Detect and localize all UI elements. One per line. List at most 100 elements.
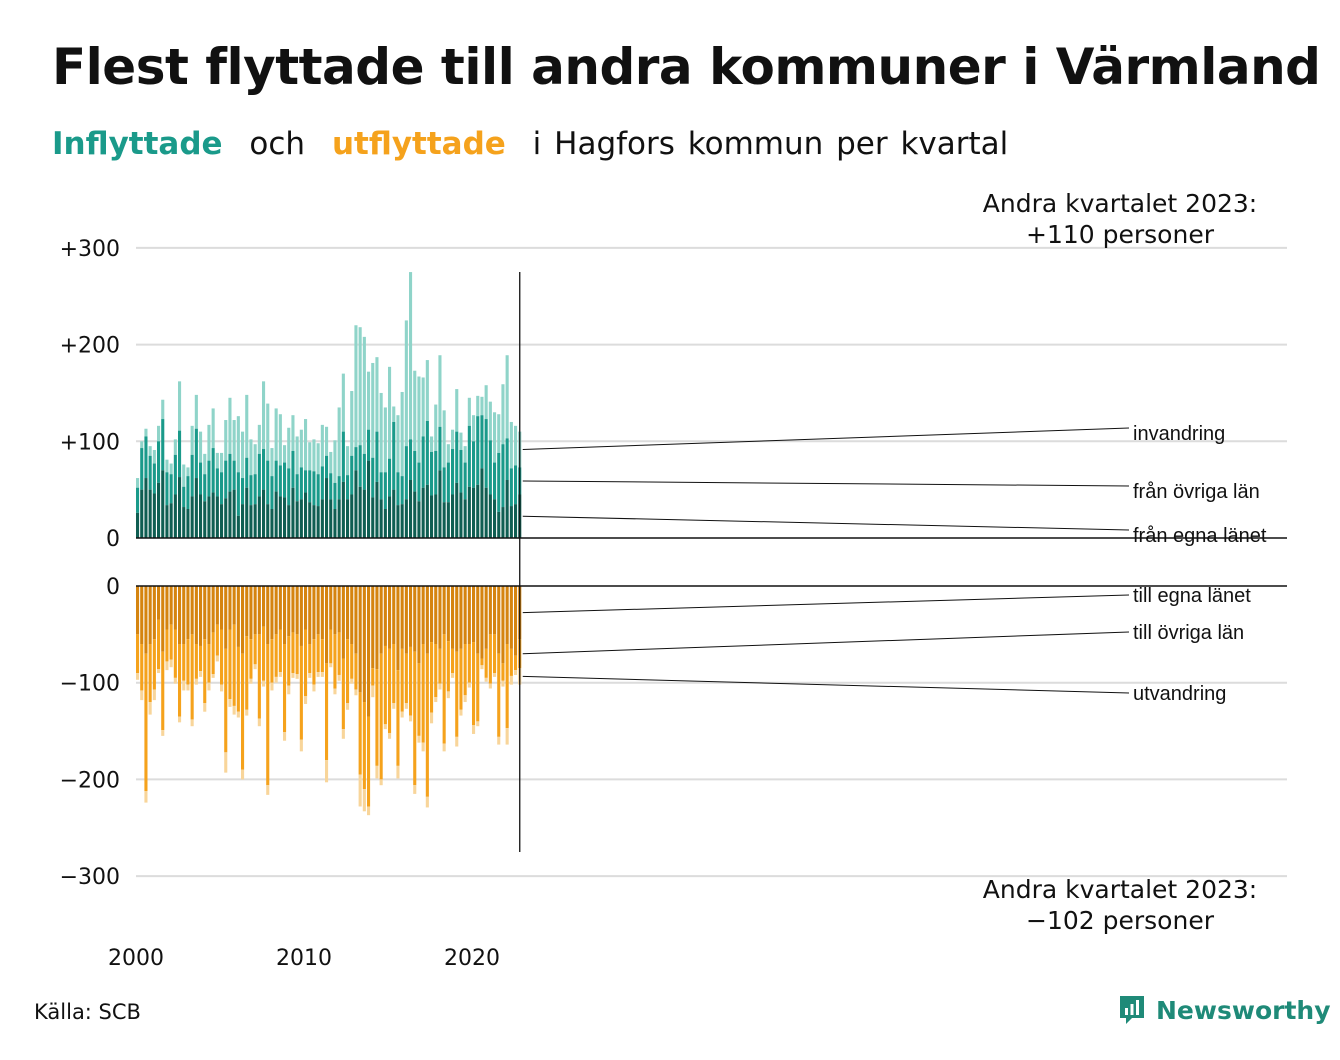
bar-outflow-own-county	[295, 586, 299, 635]
bar-outflow-own-county	[304, 586, 308, 630]
bar-inflow-other-counties	[203, 474, 207, 502]
bar-outflow-emigration	[480, 665, 484, 670]
bar-outflow-other-counties	[392, 644, 396, 704]
x-tick-label: 2010	[276, 946, 332, 971]
bar-outflow-own-county	[308, 586, 312, 645]
bar-outflow-own-county	[446, 586, 450, 642]
bar-inflow-own-county	[136, 512, 140, 538]
bar-outflow-other-counties	[480, 658, 484, 666]
bar-inflow-other-counties	[224, 460, 228, 499]
bar-inflow-abroad	[409, 272, 413, 440]
bar-inflow-abroad	[430, 436, 434, 452]
bar-outflow-emigration	[367, 806, 371, 816]
bar-inflow-other-counties	[249, 475, 253, 506]
bar-outflow-emigration	[186, 684, 190, 691]
bar-outflow-emigration	[136, 673, 140, 680]
bar-inflow-own-county	[455, 482, 459, 538]
bar-outflow-own-county	[203, 586, 207, 640]
bar-outflow-other-counties	[241, 653, 245, 770]
bar-outflow-other-counties	[509, 648, 513, 676]
bar-outflow-other-counties	[270, 639, 274, 683]
bar-outflow-other-counties	[337, 632, 341, 675]
bar-outflow-emigration	[333, 688, 337, 695]
bar-inflow-other-counties	[329, 473, 333, 500]
bar-outflow-own-county	[476, 586, 480, 654]
bar-outflow-own-county	[459, 586, 463, 649]
bar-outflow-own-county	[157, 586, 161, 620]
bar-outflow-emigration	[245, 709, 249, 716]
bar-inflow-other-counties	[346, 475, 350, 500]
bar-outflow-other-counties	[253, 634, 257, 665]
series-label-inflow: från egna länet	[1133, 525, 1267, 547]
y-tick-label-bottom: −100	[60, 672, 120, 697]
bar-outflow-other-counties	[463, 644, 467, 696]
bar-inflow-own-county	[207, 496, 211, 538]
bar-outflow-own-county	[283, 586, 287, 645]
bar-outflow-other-counties	[316, 634, 320, 673]
series-label-leader-out	[522, 594, 1130, 614]
bar-inflow-abroad	[329, 451, 333, 474]
bar-outflow-emigration	[215, 655, 219, 662]
bar-outflow-emigration	[417, 735, 421, 743]
bar-inflow-abroad	[178, 381, 182, 431]
bar-outflow-emigration	[144, 791, 148, 803]
bar-inflow-own-county	[388, 496, 392, 538]
bar-outflow-other-counties	[501, 663, 505, 681]
bar-outflow-emigration	[203, 703, 207, 712]
bar-outflow-other-counties	[203, 639, 207, 704]
bar-inflow-own-county	[215, 496, 219, 538]
bar-outflow-other-counties	[152, 639, 156, 690]
bar-inflow-other-counties	[421, 436, 425, 488]
bar-inflow-abroad	[333, 440, 337, 483]
bar-outflow-own-county	[186, 586, 190, 640]
bar-outflow-own-county	[194, 586, 198, 645]
chart-title: Flest flyttade till andra kommuner i Vär…	[52, 38, 1321, 96]
bar-outflow-own-county	[400, 586, 404, 649]
bar-outflow-emigration	[283, 732, 287, 741]
bar-outflow-emigration	[329, 663, 333, 668]
bar-inflow-abroad	[316, 443, 320, 475]
bar-inflow-other-counties	[362, 453, 366, 490]
bar-outflow-emigration	[375, 765, 379, 779]
subtitle-outflow-word: utflyttade	[331, 126, 506, 162]
bar-outflow-own-county	[388, 586, 392, 649]
bar-inflow-own-county	[287, 505, 291, 538]
bar-outflow-emigration	[291, 673, 295, 678]
series-label-outflow: utvandring	[1133, 683, 1226, 705]
bar-outflow-emigration	[514, 670, 518, 675]
bar-outflow-other-counties	[157, 619, 161, 670]
bar-outflow-own-county	[249, 586, 253, 640]
bar-inflow-abroad	[509, 421, 513, 469]
bar-outflow-own-county	[341, 586, 345, 659]
bar-inflow-abroad	[215, 452, 219, 469]
bar-outflow-emigration	[383, 724, 387, 730]
bar-inflow-own-county	[438, 470, 442, 538]
bar-outflow-emigration	[157, 669, 161, 674]
bar-outflow-emigration	[140, 690, 144, 701]
bar-inflow-own-county	[169, 503, 173, 538]
bar-inflow-abroad	[493, 412, 497, 463]
bar-inflow-own-county	[379, 499, 383, 538]
bar-outflow-emigration	[224, 752, 228, 773]
bar-inflow-other-counties	[480, 415, 484, 469]
bar-inflow-other-counties	[509, 468, 513, 507]
bar-outflow-emigration	[425, 796, 429, 808]
bar-outflow-other-counties	[161, 651, 165, 731]
bar-outflow-own-county	[417, 586, 421, 664]
bar-outflow-emigration	[161, 730, 165, 736]
bar-outflow-own-county	[316, 586, 320, 635]
bar-outflow-own-county	[299, 586, 303, 646]
bar-outflow-other-counties	[446, 641, 450, 692]
bar-inflow-own-county	[304, 492, 308, 538]
bar-inflow-own-county	[140, 489, 144, 538]
bar-outflow-other-counties	[451, 648, 455, 674]
bar-outflow-emigration	[278, 672, 282, 677]
bar-inflow-own-county	[283, 497, 287, 538]
bar-inflow-own-county	[396, 505, 400, 538]
y-tick-label-top: +300	[60, 237, 120, 262]
y-tick-label-top: +200	[60, 334, 120, 359]
bar-outflow-emigration	[350, 678, 354, 684]
bar-outflow-emigration	[409, 715, 413, 722]
bar-outflow-own-county	[211, 586, 215, 633]
bar-inflow-other-counties	[215, 468, 219, 497]
